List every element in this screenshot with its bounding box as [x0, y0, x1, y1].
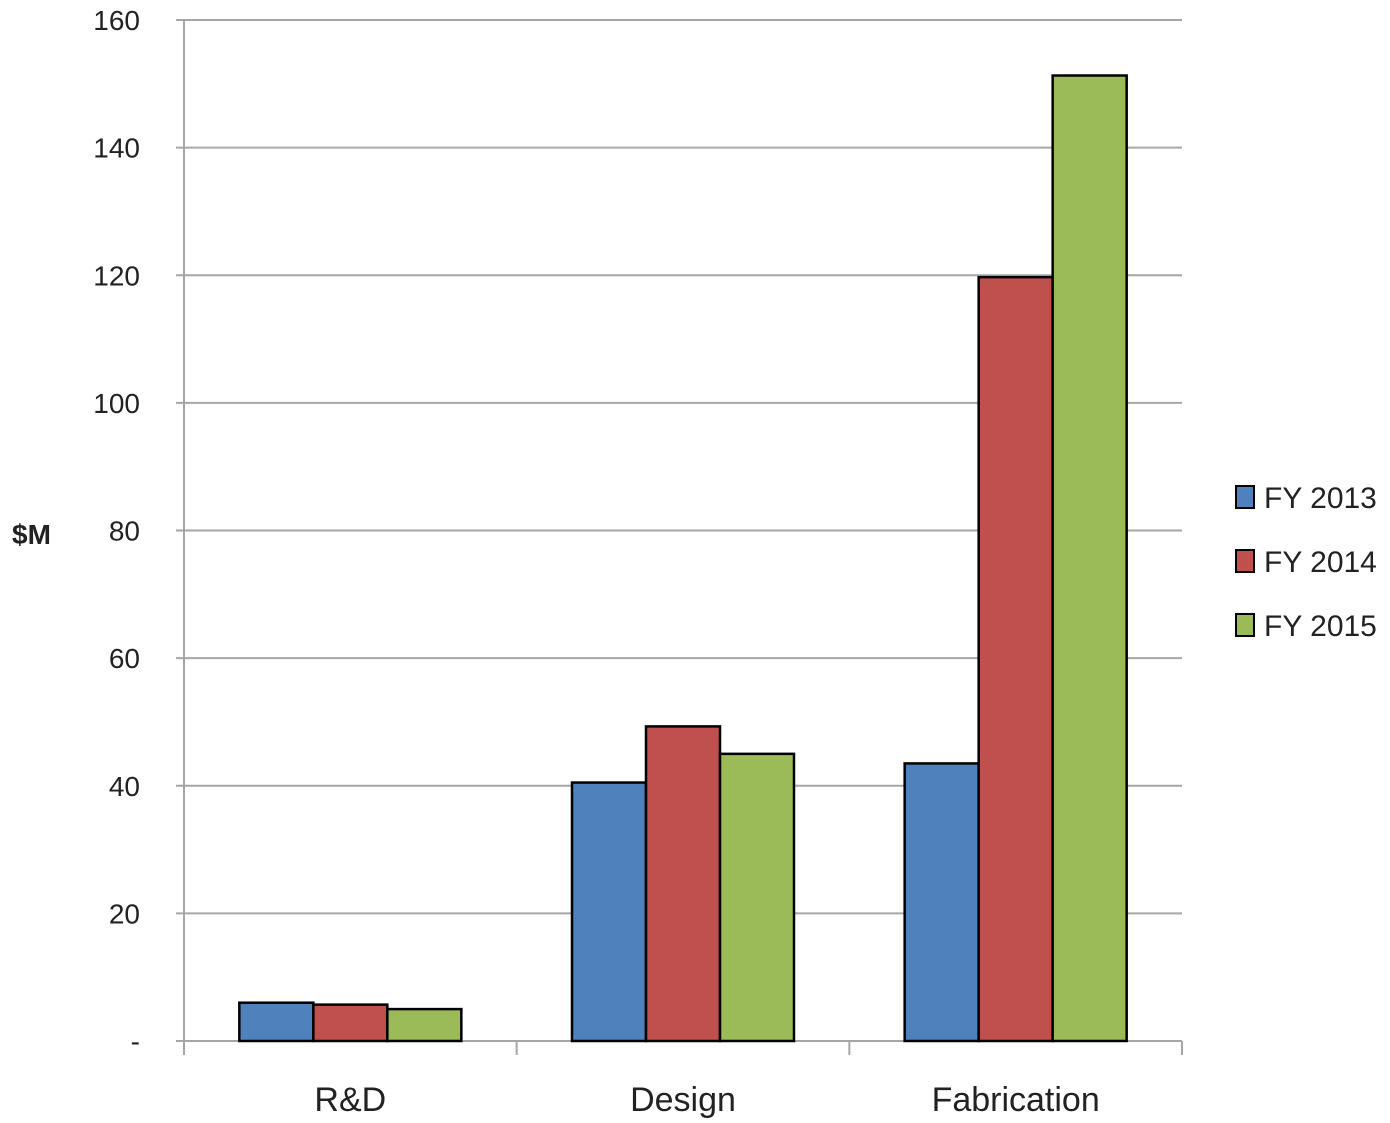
y-tick-label: - — [131, 1026, 140, 1057]
y-tick-label: 160 — [93, 5, 140, 36]
bar — [644, 725, 722, 1043]
y-axis-label: $M — [12, 519, 51, 550]
gridlines — [176, 19, 1182, 915]
bar — [386, 1007, 463, 1043]
legend-swatch — [1235, 549, 1255, 573]
bar — [570, 781, 648, 1043]
legend: FY 2013 FY 2014 FY 2015 — [1235, 482, 1377, 643]
legend-entry: FY 2013 — [1264, 482, 1377, 515]
legend-swatch — [1235, 485, 1255, 509]
y-tick-label: 20 — [109, 898, 140, 929]
bar — [718, 752, 796, 1043]
legend-entry: FY 2014 — [1264, 546, 1377, 579]
bar — [1051, 74, 1128, 1043]
axis-labels: $M - 20 40 60 80 100 120 140 160 R&D Design Fabrica… — [12, 5, 1100, 1119]
y-tick-label: 140 — [93, 133, 140, 164]
legend-entry: FY 2015 — [1264, 610, 1377, 643]
legend-swatch — [1235, 613, 1255, 637]
y-tick-label: 40 — [109, 771, 140, 802]
y-tick-label: 60 — [109, 643, 140, 674]
bar — [903, 762, 980, 1043]
bar — [312, 1003, 389, 1043]
y-tick-label: 100 — [93, 388, 140, 419]
bar — [977, 275, 1054, 1043]
y-tick-label: 80 — [109, 516, 140, 547]
y-tick-label: 120 — [93, 260, 140, 291]
x-tick-label: R&D — [314, 1081, 386, 1118]
bars — [238, 74, 1128, 1043]
x-tick-label: Design — [630, 1081, 736, 1118]
x-tick-label: Fabrication — [932, 1081, 1100, 1118]
bar — [238, 1001, 315, 1043]
